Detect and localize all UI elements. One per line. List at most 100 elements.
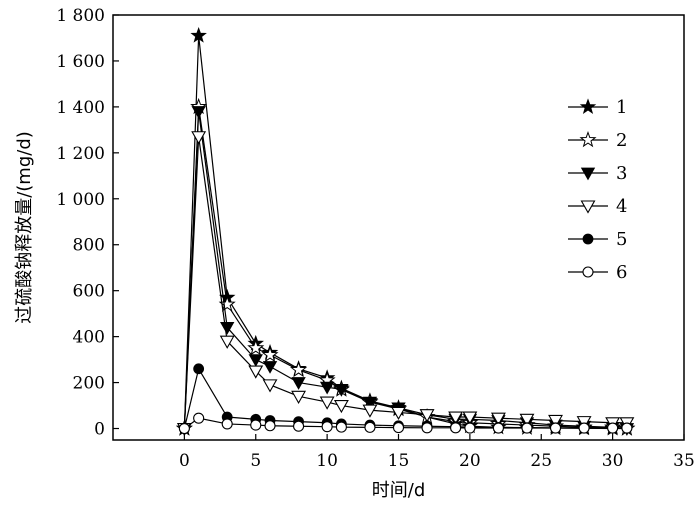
x-tick-label: 25 (530, 451, 552, 471)
legend-entry-1: 1 (568, 97, 627, 118)
series-6-point (492, 422, 504, 434)
series-6-point (264, 420, 276, 432)
series-3-point (319, 381, 335, 395)
series-3-point (191, 106, 206, 119)
series-4-point (362, 404, 378, 418)
legend-entry-5: 5 (568, 229, 627, 250)
legend-marker (582, 233, 594, 245)
legend-entry-6: 6 (568, 262, 627, 283)
series-2-point (247, 339, 265, 356)
series-6-point (621, 422, 633, 434)
legend-marker (579, 98, 597, 115)
y-tick-label: 1 800 (56, 6, 105, 26)
series-3-point (262, 361, 278, 374)
plot-frame (112, 14, 685, 441)
series-2-point (261, 346, 279, 363)
series-4-point (191, 131, 207, 145)
legend-entry-2: 2 (568, 130, 627, 151)
series-layer (175, 27, 636, 437)
legend-label: 2 (616, 130, 627, 151)
series-6-point (521, 422, 533, 434)
series-1-point (190, 27, 207, 43)
series-6-point (421, 422, 433, 434)
series-4-point (391, 406, 406, 421)
series-2 (175, 97, 636, 436)
series-6-point (178, 422, 190, 435)
y-tick-label: 400 (73, 328, 105, 348)
series-1 (176, 27, 636, 436)
series-6-point (321, 421, 333, 433)
legend-label: 4 (616, 196, 627, 217)
x-tick-label: 20 (459, 451, 481, 471)
series-6-point (335, 421, 347, 433)
series-3-point (220, 322, 235, 335)
x-axis-title: 时间/d (372, 480, 426, 501)
legend-marker (579, 131, 597, 148)
series-6-point (607, 422, 619, 434)
legend-label: 6 (616, 262, 627, 283)
series-6-point (578, 422, 590, 434)
series-6-point (293, 420, 305, 432)
series-3 (177, 106, 635, 436)
x-tick-label: 15 (388, 451, 410, 471)
series-4-point (319, 396, 335, 410)
series-6-point (549, 422, 562, 434)
series-4-point (519, 413, 535, 427)
y-tick-label: 1 000 (56, 190, 105, 210)
legend-label: 1 (616, 97, 627, 118)
series-6-point (464, 422, 476, 434)
y-tick-label: 200 (73, 374, 105, 394)
series-2-line (183, 106, 627, 430)
x-tick-label: 0 (179, 451, 190, 471)
series-4-point (219, 335, 235, 349)
series-4-point (419, 409, 435, 423)
series-4-point (490, 412, 506, 426)
legend-marker (580, 200, 596, 214)
legend-entry-3: 3 (568, 163, 627, 184)
series-5 (178, 363, 633, 434)
series-6-point (392, 422, 405, 434)
legend-label: 5 (616, 229, 627, 250)
series-4-point (248, 365, 264, 379)
y-tick-label: 600 (73, 282, 105, 302)
legend-marker (582, 266, 594, 278)
series-6-point (364, 421, 376, 433)
y-tick-label: 0 (94, 420, 105, 440)
series-4-point (333, 399, 349, 414)
series-2-point (290, 360, 308, 378)
series-4-point (548, 414, 563, 429)
series-5-point (193, 363, 205, 375)
y-axis-title: 过硫酸钠释放量/(mg/d) (14, 131, 35, 324)
series-4 (176, 131, 635, 437)
series-4-point (448, 411, 464, 425)
y-tick-label: 1 200 (56, 144, 105, 164)
x-tick-label: 35 (673, 451, 695, 471)
legend-label: 3 (616, 163, 627, 184)
x-tick-label: 10 (316, 451, 338, 471)
series-6-point (250, 419, 262, 431)
series-6-point (450, 422, 462, 434)
legend-marker (580, 167, 596, 181)
x-tick-label: 5 (250, 451, 261, 471)
series-3-point (248, 354, 263, 367)
legend-entry-4: 4 (568, 196, 627, 217)
series-6-point (193, 412, 205, 424)
series-4-line (183, 136, 627, 429)
series-4-point (462, 411, 478, 425)
series-6-point (221, 418, 233, 430)
series-4-point (291, 390, 307, 404)
series-4-point (576, 416, 592, 430)
series-3-point (291, 377, 306, 390)
y-tick-label: 1 400 (56, 98, 105, 118)
series-3-line (183, 111, 627, 430)
series-4-point (262, 379, 278, 393)
legend: 1 2 3 4 5 6 (568, 97, 627, 283)
series-6 (178, 412, 633, 435)
y-tick-label: 800 (73, 236, 105, 256)
series-3-point (362, 396, 378, 410)
series-3-point (334, 384, 349, 397)
x-tick-label: 30 (602, 451, 624, 471)
y-tick-label: 1 600 (56, 52, 105, 72)
